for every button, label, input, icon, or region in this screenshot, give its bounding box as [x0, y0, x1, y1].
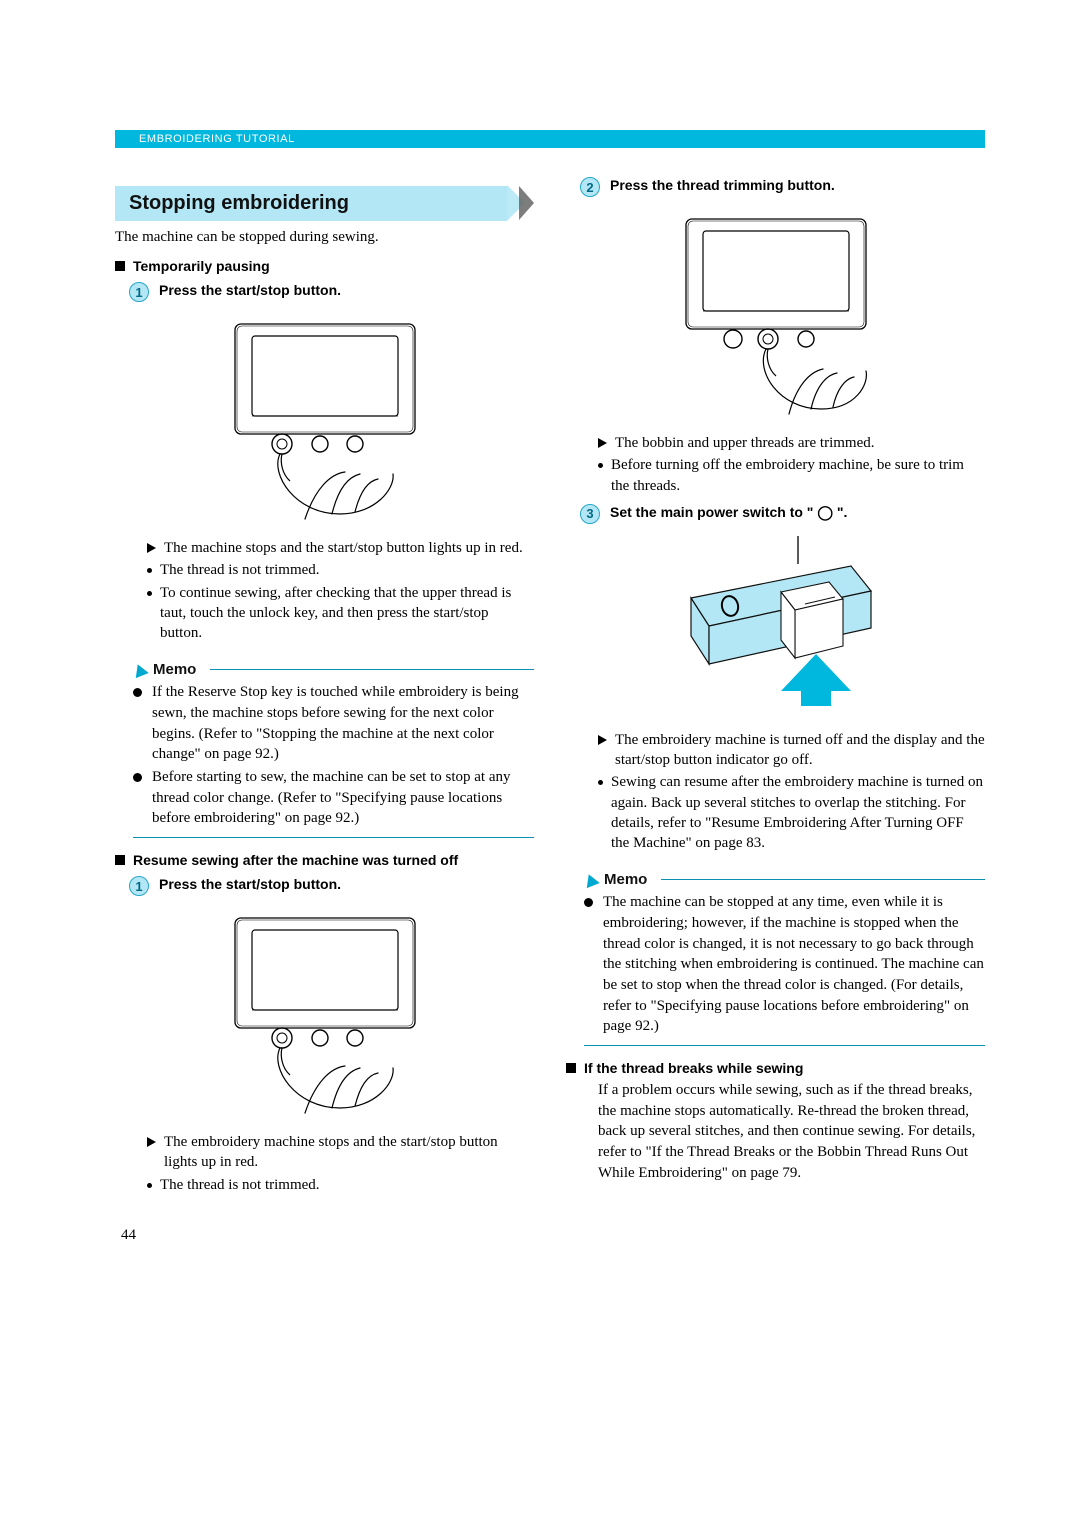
note-text: The thread is not trimmed.	[160, 560, 320, 580]
memo-title: Memo	[604, 871, 647, 888]
memo-heading: Memo	[584, 871, 985, 888]
chapter-label: EMBROIDERING TUTORIAL	[115, 130, 309, 148]
result-text: The machine stops and the start/stop but…	[164, 538, 523, 558]
memo-item: Before starting to sew, the machine can …	[133, 767, 534, 829]
disc-bullet-icon	[584, 898, 593, 907]
right-column: 2 Press the thread trimming button.	[566, 173, 985, 1197]
result-row: The embroidery machine stops and the sta…	[147, 1132, 534, 1173]
note-row: Before turning off the embroidery machin…	[598, 455, 985, 496]
memo-text: The machine can be stopped at any time, …	[603, 892, 985, 1037]
memo-block-right: Memo The machine can be stopped at any t…	[584, 871, 985, 1046]
left-column: Stopping embroidering The machine can be…	[115, 173, 534, 1197]
note-text: The thread is not trimmed.	[160, 1175, 320, 1195]
step-number-icon: 1	[129, 876, 149, 896]
note-row: The thread is not trimmed.	[147, 1175, 534, 1195]
memo-item: If the Reserve Stop key is touched while…	[133, 682, 534, 765]
result-text: The embroidery machine stops and the sta…	[164, 1132, 534, 1173]
memo-item: The machine can be stopped at any time, …	[584, 892, 985, 1037]
square-bullet-icon	[566, 1063, 576, 1073]
step-number-icon: 1	[129, 282, 149, 302]
triangle-bullet-icon	[598, 438, 607, 448]
memo-block-left: Memo If the Reserve Stop key is touched …	[133, 661, 534, 838]
step-text: Press the start/stop button.	[159, 282, 341, 298]
section-heading: Stopping embroidering	[115, 185, 534, 221]
subheading-resume: Resume sewing after the machine was turn…	[115, 852, 534, 868]
subheading-text: Resume sewing after the machine was turn…	[133, 852, 458, 868]
disc-bullet-icon	[133, 688, 142, 697]
dot-bullet-icon	[598, 463, 603, 468]
note-row: To continue sewing, after checking that …	[147, 583, 534, 644]
result-text: The bobbin and upper threads are trimmed…	[615, 433, 875, 453]
step-number-icon: 2	[580, 177, 600, 197]
result-text: The embroidery machine is turned off and…	[615, 730, 985, 771]
memo-leaf-icon	[131, 662, 148, 678]
disc-bullet-icon	[133, 773, 142, 782]
memo-text: Before starting to sew, the machine can …	[152, 767, 534, 829]
memo-text: If the Reserve Stop key is touched while…	[152, 682, 534, 765]
square-bullet-icon	[115, 261, 125, 271]
subheading-text: Temporarily pausing	[133, 258, 270, 274]
note-text: To continue sewing, after checking that …	[160, 583, 534, 644]
result-row: The embroidery machine is turned off and…	[598, 730, 985, 771]
fig-thread-trim	[566, 209, 985, 419]
dot-bullet-icon	[147, 591, 152, 596]
dot-bullet-icon	[598, 780, 603, 785]
subheading-temporarily-pausing: Temporarily pausing	[115, 258, 534, 274]
step-1-resume: 1 Press the start/stop button.	[129, 876, 534, 896]
triangle-bullet-icon	[598, 735, 607, 745]
result-row: The bobbin and upper threads are trimmed…	[598, 433, 985, 453]
manual-page: EMBROIDERING TUTORIAL Stopping embroider…	[0, 0, 1080, 1304]
fig-power-switch	[566, 536, 985, 716]
note-text: Sewing can resume after the embroidery m…	[611, 772, 985, 853]
fig-press-start-stop-left2	[115, 908, 534, 1118]
square-bullet-icon	[115, 855, 125, 865]
step-text: Press the start/stop button.	[159, 876, 341, 892]
note-row: The thread is not trimmed.	[147, 560, 534, 580]
subheading-text: If the thread breaks while sewing	[584, 1060, 803, 1076]
pill-chevron-shadow-icon	[519, 186, 534, 220]
memo-divider	[584, 1045, 985, 1046]
step-3: 3 Set the main power switch to " ◯ ".	[580, 504, 985, 524]
memo-divider	[133, 837, 534, 838]
memo-leaf-icon	[582, 872, 599, 888]
page-number: 44	[115, 1227, 985, 1244]
step-text: Press the thread trimming button.	[610, 177, 835, 193]
note-row: Sewing can resume after the embroidery m…	[598, 772, 985, 853]
step-text: Set the main power switch to " ◯ ".	[610, 504, 847, 521]
chapter-band: EMBROIDERING TUTORIAL	[115, 130, 985, 148]
triangle-bullet-icon	[147, 543, 156, 553]
step-number-icon: 3	[580, 504, 600, 524]
fig-press-start-stop-left1	[115, 314, 534, 524]
subheading-thread-breaks: If the thread breaks while sewing	[566, 1060, 985, 1076]
memo-title: Memo	[153, 661, 196, 678]
thread-break-paragraph: If a problem occurs while sewing, such a…	[598, 1080, 985, 1183]
dot-bullet-icon	[147, 1183, 152, 1188]
step-1: 1 Press the start/stop button.	[129, 282, 534, 302]
note-text: Before turning off the embroidery machin…	[611, 455, 985, 496]
step-2: 2 Press the thread trimming button.	[580, 177, 985, 197]
section-title: Stopping embroidering	[115, 186, 507, 221]
result-row: The machine stops and the start/stop but…	[147, 538, 534, 558]
dot-bullet-icon	[147, 568, 152, 573]
intro-text: The machine can be stopped during sewing…	[115, 229, 534, 246]
triangle-bullet-icon	[147, 1137, 156, 1147]
memo-heading: Memo	[133, 661, 534, 678]
